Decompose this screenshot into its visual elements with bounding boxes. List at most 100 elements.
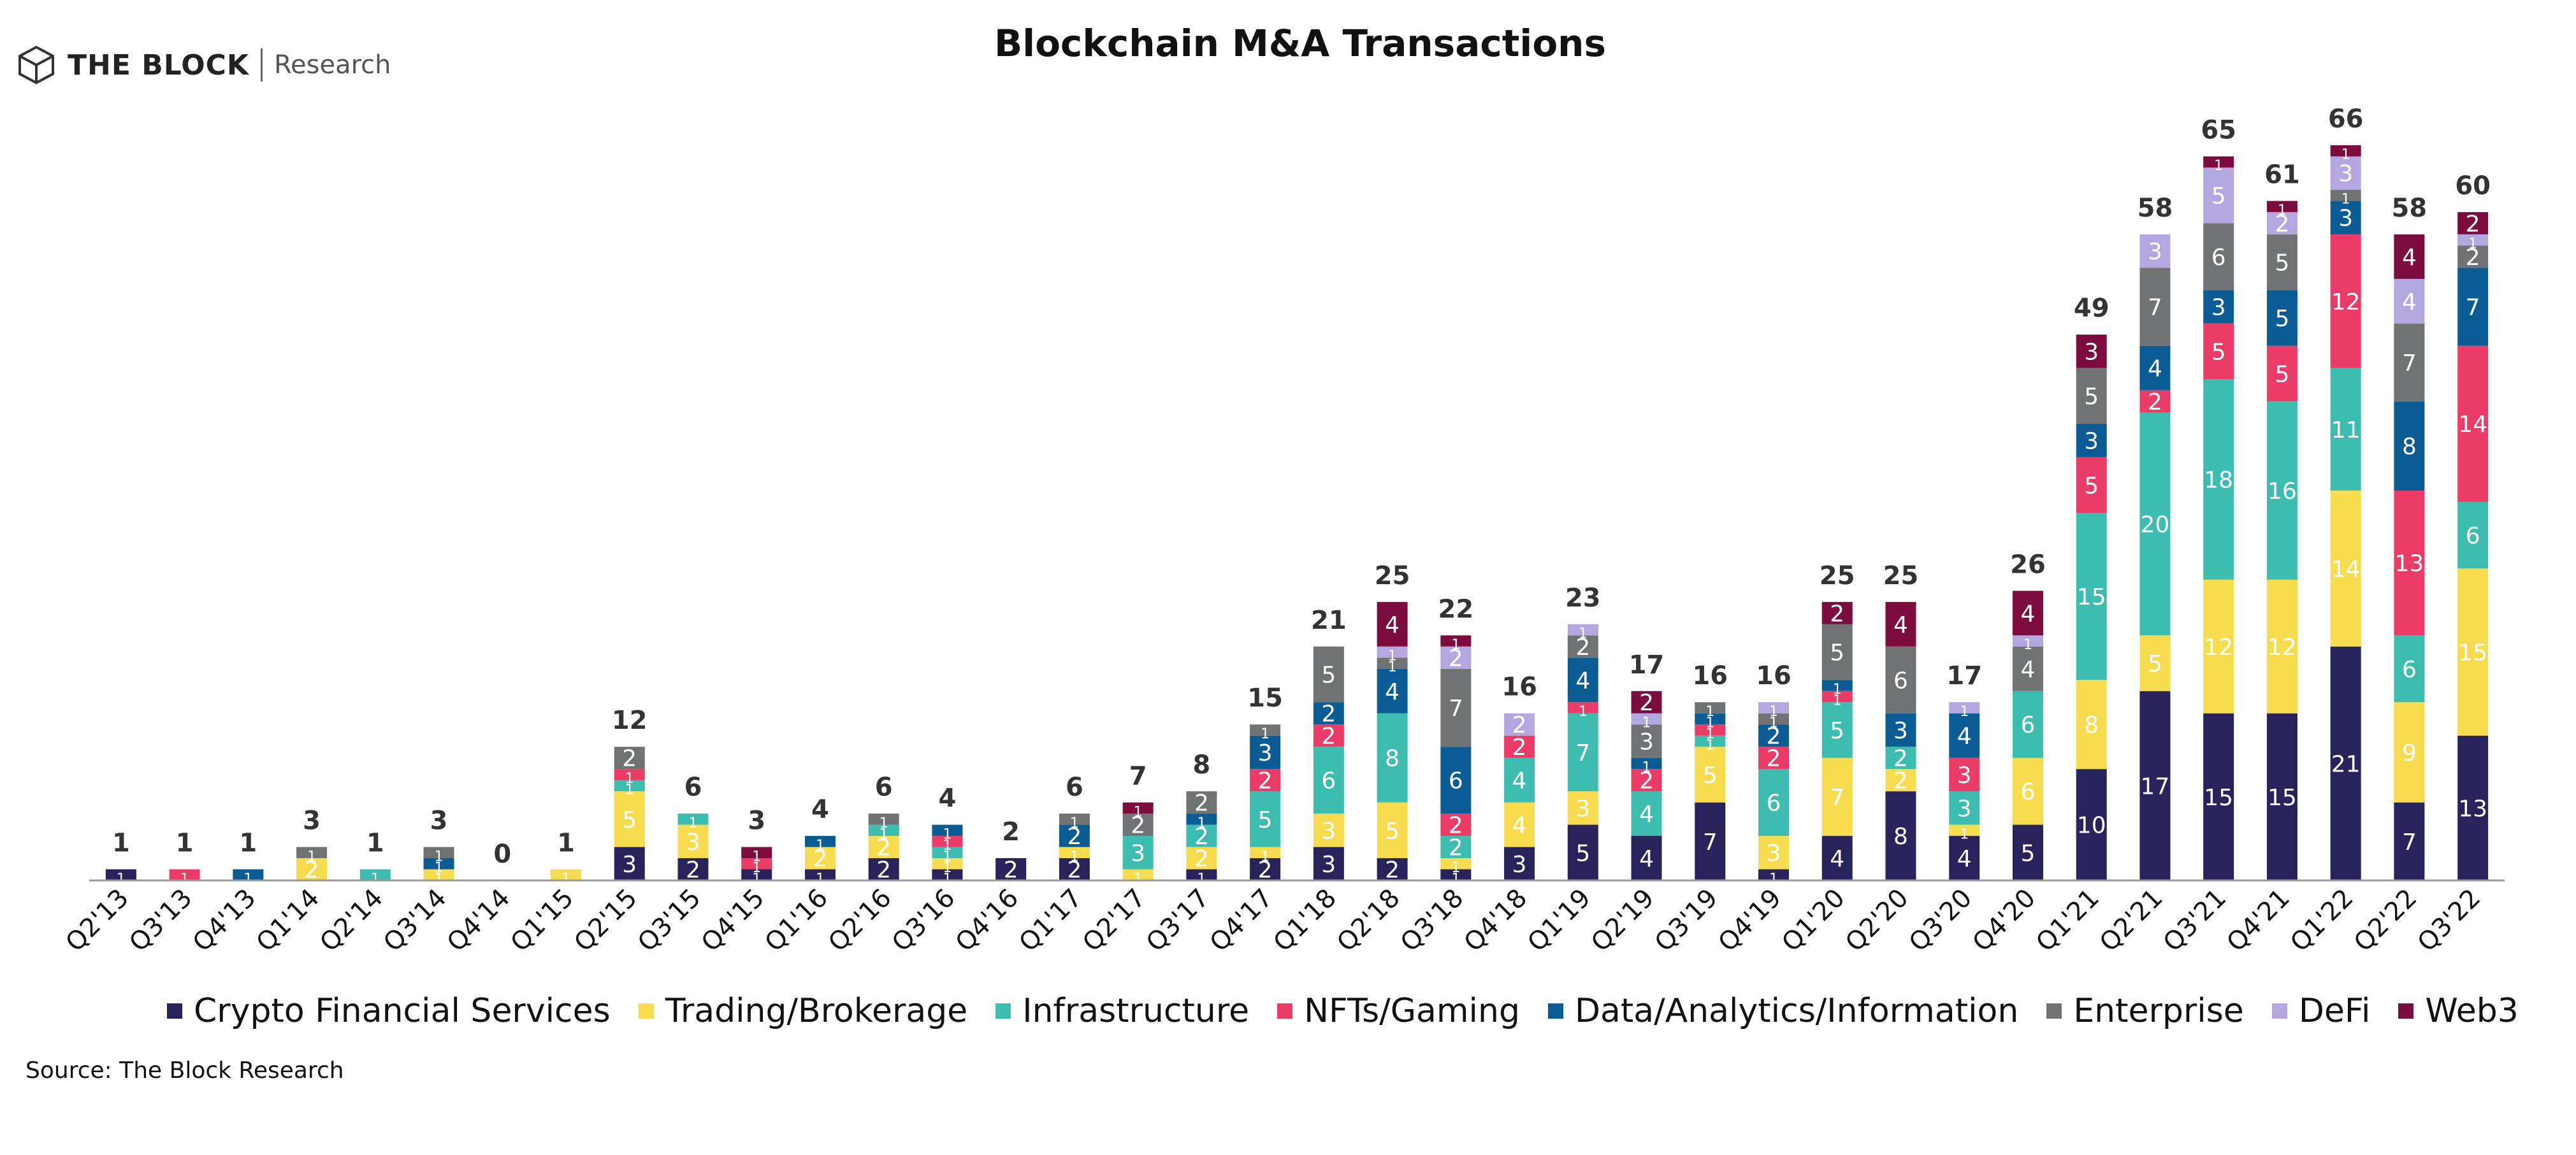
segment-value-label: 1 <box>435 860 444 876</box>
segment-value-label: 4 <box>1639 846 1654 872</box>
bar-segment <box>2203 713 2234 880</box>
bar-segment <box>1122 814 1154 836</box>
segment-value-label: 1 <box>1833 682 1842 698</box>
segment-value-label: 1 <box>1197 871 1206 887</box>
x-tick-label: Q3'13 <box>124 884 198 958</box>
segment-value-label: 2 <box>1321 701 1336 728</box>
bar-stack: 15 12 18 5 3 6 5 1 <box>2203 156 2234 880</box>
bar-segment <box>2330 145 2361 157</box>
bar-segment <box>2076 368 2107 424</box>
segment-value-label: 2 <box>813 846 828 872</box>
total-value-label: 1 <box>112 829 130 858</box>
bar-segment <box>2203 579 2234 714</box>
bar-segment <box>2203 290 2234 324</box>
bar-segment <box>2330 491 2361 647</box>
bar-segment <box>1821 757 1853 836</box>
segment-value-label: 1 <box>1769 704 1778 720</box>
segment-value-label: 1 <box>2341 192 2350 208</box>
bar-segment <box>1250 769 1281 792</box>
bar-segment <box>1122 836 1154 870</box>
legend-swatch <box>638 1003 654 1019</box>
bar-segment <box>1186 824 1217 847</box>
bar-stack: 2 5 8 4 11 4 <box>1377 601 1408 884</box>
bar-stack: 4 7 5 11 5 2 <box>1821 601 1853 880</box>
bar-segment <box>1122 869 1154 880</box>
bar-segment <box>868 814 899 825</box>
segment-value-label: 1 <box>1388 649 1397 664</box>
bar-segment <box>2457 568 2489 736</box>
bar-segment <box>932 824 963 836</box>
bar-segment <box>2203 323 2234 380</box>
segment-value-label: 1 <box>943 860 952 876</box>
bar-segment <box>2457 212 2489 234</box>
segment-value-label: 2 <box>1639 690 1654 716</box>
segment-value-label: 15 <box>2077 584 2106 610</box>
bar-segment <box>2330 234 2361 368</box>
bar-segment <box>1567 657 1598 703</box>
bar-segment <box>932 858 963 870</box>
segment-value-label: 2 <box>1639 768 1654 794</box>
segment-value-label: 1 <box>689 815 698 831</box>
segment-value-label: 4 <box>1893 612 1908 638</box>
segment-value-label: 3 <box>2338 161 2353 187</box>
segment-value-label: 1 <box>943 871 952 887</box>
bar-segment <box>1250 724 1281 736</box>
bar-segment <box>1313 747 1344 814</box>
x-tick-label: Q4'17 <box>1205 884 1279 958</box>
x-tick-label: Q4'15 <box>696 884 771 958</box>
segment-value-label: 3 <box>622 852 637 878</box>
segment-value-label: 4 <box>2402 245 2417 271</box>
segment-value-label: 1 <box>2214 158 2223 174</box>
segment-value-label: 1 <box>307 849 316 864</box>
legend-swatch <box>995 1003 1011 1019</box>
bar-segment <box>1821 680 1853 691</box>
bar-segment <box>1567 713 1598 792</box>
segment-value-label: 2 <box>1194 824 1209 850</box>
segment-value-label: 1 <box>1579 704 1588 720</box>
bar-segment <box>2457 345 2489 502</box>
segment-value-label: 5 <box>1703 763 1718 789</box>
segment-value-label: 2 <box>876 835 891 861</box>
segment-value-label: 5 <box>1385 818 1400 844</box>
segment-value-label: 3 <box>1893 718 1908 744</box>
legend-item: Trading/Brokerage <box>638 992 967 1030</box>
segment-value-label: 2 <box>1767 746 1781 772</box>
bar-segment <box>2394 323 2425 402</box>
x-tick-label: Q2'20 <box>1840 884 1914 958</box>
segment-value-label: 1 <box>816 838 825 854</box>
bar-segment <box>1631 691 1662 714</box>
segment-value-label: 5 <box>2084 473 2099 499</box>
bar-segment <box>1885 646 1916 714</box>
bar-segment <box>804 847 836 870</box>
bar-segment <box>2203 167 2234 224</box>
segment-value-label: 3 <box>2084 428 2099 454</box>
segment-value-label: 4 <box>2148 356 2162 382</box>
bar-segment <box>1885 791 1916 880</box>
bar-segment <box>868 858 899 880</box>
segment-value-label: 1 <box>943 826 952 842</box>
segment-value-label: 3 <box>2338 206 2353 232</box>
segment-value-label: 1 <box>435 871 444 887</box>
segment-value-label: 7 <box>2402 829 2417 856</box>
segment-value-label: 5 <box>2275 250 2289 276</box>
bar-segment <box>2139 390 2171 413</box>
bar-segment <box>677 814 709 825</box>
bar-stack: 3 4 4 22 <box>1504 712 1535 880</box>
segment-value-label: 3 <box>1957 796 1972 822</box>
x-tick-label: Q3'14 <box>378 884 452 958</box>
legend-label: DeFi <box>2298 992 2371 1030</box>
bar-segment <box>1504 847 1535 880</box>
total-value-label: 60 <box>2455 171 2491 201</box>
bar-segment <box>169 869 200 880</box>
segment-value-label: 1 <box>2341 147 2350 163</box>
bar-segment <box>2203 156 2234 168</box>
bar-segment <box>1949 702 1980 714</box>
bar-segment <box>1758 747 1790 770</box>
segment-value-label: 1 <box>1833 693 1842 709</box>
bar-segment <box>1377 668 1408 714</box>
